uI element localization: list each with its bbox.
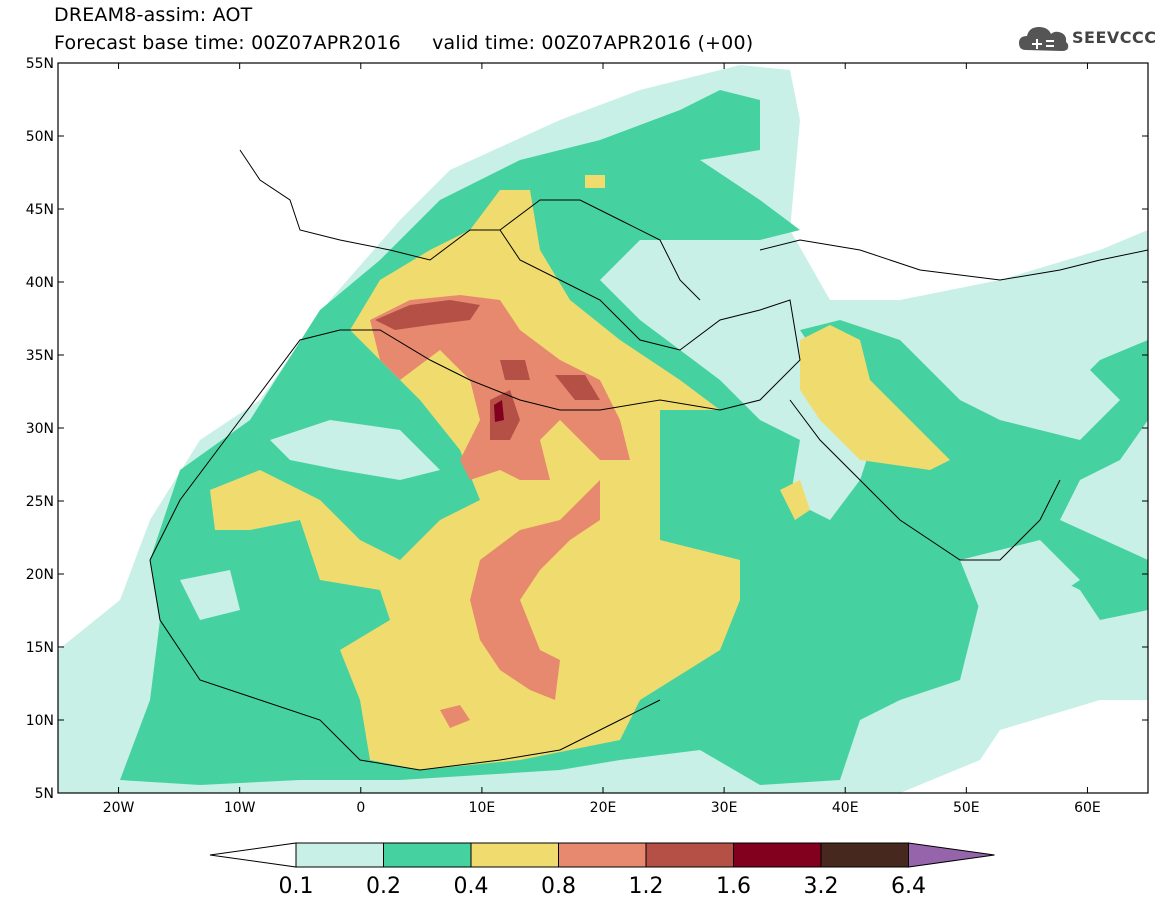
colorbar-tick-label: 1.6	[716, 874, 751, 899]
coastlines	[149, 149, 1148, 771]
colorbar-box	[383, 842, 472, 868]
lon-label: 20E	[590, 800, 617, 816]
colorbar-tick-label: 3.2	[804, 874, 839, 899]
lat-label: 45N	[26, 202, 54, 218]
lat-label: 15N	[26, 640, 54, 656]
colorbar-tick-label: 0.1	[279, 874, 314, 899]
colorbar-box	[295, 842, 384, 868]
lat-label: 50N	[26, 129, 54, 145]
lat-label: 35N	[26, 348, 54, 364]
colorbar-box	[470, 842, 559, 868]
lon-label: 30E	[711, 800, 738, 816]
colorbar-box	[558, 842, 647, 868]
colorbar-box	[645, 842, 734, 868]
colorbar-box	[820, 842, 909, 868]
cloud-logo-icon	[1019, 27, 1069, 51]
lon-label: 10E	[469, 800, 496, 816]
lon-label: 60E	[1074, 800, 1101, 816]
lon-label: 50E	[953, 800, 980, 816]
lon-label: 10W	[224, 800, 256, 816]
aot-contour-1.2	[375, 300, 480, 330]
colorbar-tick-label: 0.2	[366, 874, 401, 899]
aot-contour-1.6	[494, 400, 504, 422]
lat-label: 5N	[35, 786, 54, 802]
lon-label: 40E	[832, 800, 859, 816]
colorbar-tick-label: 6.4	[891, 874, 926, 899]
lat-label: 40N	[26, 275, 54, 291]
colorbar-tick-label: 1.2	[629, 874, 664, 899]
lon-label: 20W	[103, 800, 135, 816]
colorbar-box	[733, 842, 822, 868]
colorbar-over-triangle	[908, 842, 995, 868]
aot-map: 55N 50N 45N 40N 35N 30N 25N 20N 15N 10N 5N 20W 10W 0…	[26, 56, 1149, 816]
colorbar-labels: 0.1 0.2 0.4 0.8 1.2 1.6 3.2 6.4	[279, 874, 927, 899]
logo-text: SEEVCCC	[1072, 28, 1157, 47]
aot-contour-0.4	[210, 190, 740, 770]
map-title: DREAM8-assim: AOT	[54, 4, 253, 26]
lat-label: 55N	[26, 56, 54, 72]
colorbar-under-triangle	[209, 842, 297, 868]
lat-label: 30N	[26, 421, 54, 437]
colorbar-boxes	[209, 842, 995, 868]
lat-label: 20N	[26, 567, 54, 583]
colorbar-tick-label: 0.4	[454, 874, 489, 899]
forecast-time-subtitle: Forecast base time: 00Z07APR2016 valid t…	[54, 32, 754, 54]
latitude-labels: 55N 50N 45N 40N 35N 30N 25N 20N 15N 10N 5N	[26, 56, 54, 802]
seevccc-logo: SEEVCCC	[1018, 22, 1158, 56]
aot-contour-0.8	[370, 295, 630, 480]
longitude-labels: 20W 10W 0 10E 20E 30E 40E 50E 60E	[103, 800, 1101, 816]
aot-field	[58, 63, 1148, 793]
lon-label: 0	[356, 800, 365, 816]
lat-label: 10N	[26, 713, 54, 729]
axis-ticks	[58, 62, 1148, 794]
colorbar-tick-label: 0.8	[541, 874, 576, 899]
lat-label: 25N	[26, 494, 54, 510]
